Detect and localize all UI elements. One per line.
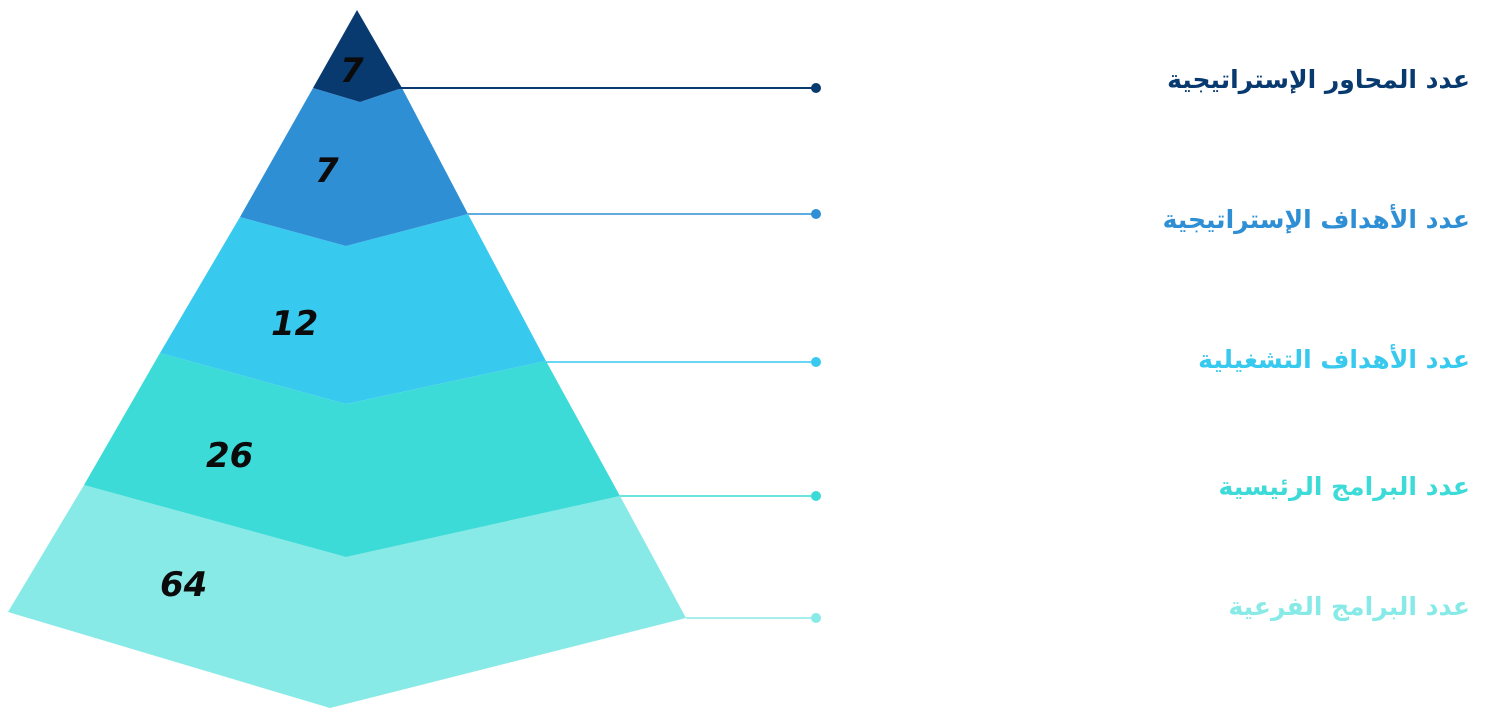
tier-value-strategic-axes: 7 (340, 51, 364, 91)
connector-dot-strategic-goals (811, 209, 821, 219)
tier-value-operational-goals: 12 (271, 304, 318, 344)
tier-label-strategic-goals: عدد الأهداف الإستراتيجية (1162, 205, 1470, 234)
connector-dot-sub-programs (811, 613, 821, 623)
connector-dot-operational-goals (811, 357, 821, 367)
pyramid-tier-sub-programs (8, 485, 686, 708)
tier-value-strategic-goals: 7 (315, 151, 339, 191)
tier-label-operational-goals: عدد الأهداف التشغيلية (1198, 345, 1470, 374)
connector-dot-main-programs (811, 491, 821, 501)
pyramid-tier-operational-goals (160, 214, 546, 404)
tier-value-main-programs: 26 (206, 436, 253, 476)
tier-value-sub-programs: 64 (160, 565, 207, 605)
connector-dot-strategic-axes (811, 83, 821, 93)
tier-label-main-programs: عدد البرامج الرئيسية (1218, 472, 1470, 501)
tier-label-strategic-axes: عدد المحاور الإستراتيجية (1167, 65, 1470, 94)
pyramid-tier-main-programs (84, 353, 620, 557)
pyramid-tier-strategic-goals (240, 88, 468, 246)
tier-label-sub-programs: عدد البرامج الفرعية (1228, 592, 1470, 621)
pyramid-tier-strategic-axes (313, 10, 402, 102)
